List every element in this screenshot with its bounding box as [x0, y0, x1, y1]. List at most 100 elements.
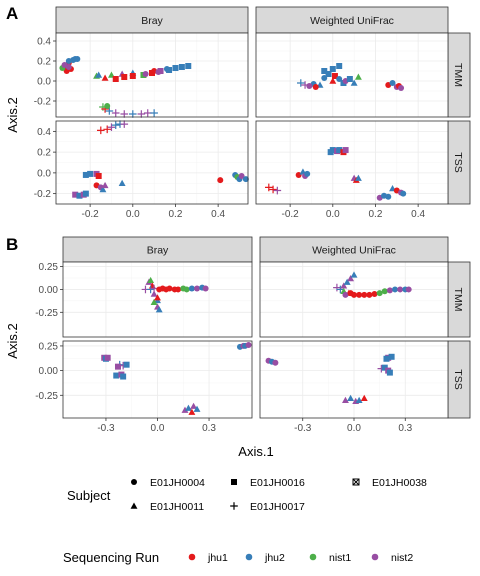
data-point-plus-nist2	[143, 109, 152, 117]
data-point-triangle-nist2	[342, 396, 349, 403]
data-point-triangle-nist1	[150, 298, 158, 306]
data-point-plus-nist2	[273, 186, 282, 195]
data-point-square-jhu2	[336, 63, 343, 69]
legend-key-jhu2	[245, 553, 253, 561]
legend-label-nist1: nist1	[329, 552, 351, 564]
legend-label-jhu2: jhu2	[264, 552, 285, 564]
row-strip-label-tss: TSS	[452, 152, 464, 172]
legend-marker-boxed-cross	[352, 478, 360, 486]
legend-run-title: Sequencing Run	[63, 550, 159, 565]
data-point-circle-jhu1	[217, 177, 224, 184]
data-point-circle-nist2	[194, 285, 201, 292]
legend-subject: Subject E01JH0004 E01JH0016 E01JH0038 E0…	[67, 477, 427, 513]
data-point-circle-jhu2	[392, 286, 399, 293]
data-point-circle-jhu2	[385, 193, 392, 200]
legend-label: E01JH0038	[372, 477, 427, 489]
data-point-triangle-jhu2	[354, 174, 362, 181]
panel-tag-a: A	[6, 4, 18, 23]
legend-item-e01jh0038: E01JH0038	[352, 477, 427, 489]
data-point-plus-jhu2	[146, 285, 155, 294]
legend-label: E01JH0004	[150, 477, 205, 489]
column-strip-label-weighted-unifrac: Weighted UniFrac	[310, 15, 394, 27]
y-tick-label: 0.0	[37, 77, 51, 88]
data-point-circle-jhu2	[389, 80, 396, 86]
data-point-circle-nist2	[245, 341, 252, 348]
x-tick-label: 0.2	[169, 209, 183, 220]
data-point-triangle-jhu2	[99, 186, 107, 193]
legend-marker-triangle	[130, 502, 138, 509]
panel-bray-tmm	[55, 32, 249, 118]
data-point-circle-nist2	[272, 359, 279, 366]
data-point-triangle-nist2	[340, 282, 348, 289]
legend-key-circle	[131, 479, 137, 485]
legend-key-square	[231, 479, 237, 485]
panel-bray-tss	[62, 340, 253, 419]
y-tick-label: 0.2	[37, 57, 51, 68]
data-point-triangle-jhu1	[154, 294, 161, 301]
data-point-plus-jhu2	[150, 109, 158, 117]
data-point-circle-jhu2	[400, 190, 407, 197]
legend-label-nist2: nist2	[391, 552, 413, 564]
data-point-plus-nist2	[137, 110, 146, 118]
data-point-triangle-nist2	[150, 290, 158, 297]
data-point-square-jhu2	[383, 355, 390, 362]
legend-label: E01JH0011	[150, 501, 204, 513]
data-point-circle-nist2	[65, 64, 72, 70]
y-tick-label: 0.25	[39, 262, 59, 273]
data-point-plus-nist2	[333, 283, 341, 292]
legend-item-e01jh0016: E01JH0016	[231, 477, 305, 489]
data-point-triangle-jhu2	[95, 71, 103, 78]
data-point-triangle-nist2	[347, 275, 355, 282]
legend-item-e01jh0004: E01JH0004	[131, 477, 205, 489]
row-strip-label-tmm: TMM	[452, 63, 464, 87]
column-strip-label-bray: Bray	[141, 15, 163, 27]
data-point-square-jhu2	[325, 71, 332, 77]
data-point-plus-nist2	[111, 109, 120, 117]
x-tick-label: -0.3	[97, 423, 115, 434]
data-point-triangle-jhu2	[155, 306, 163, 313]
data-point-square-nist2	[72, 191, 79, 198]
data-point-circle-nist2	[386, 287, 393, 294]
data-point-circle-jhu1	[166, 285, 173, 292]
x-tick-label: 0.0	[326, 209, 340, 220]
data-point-plus-jhu1	[265, 183, 273, 192]
data-point-square-jhu2	[329, 147, 336, 154]
data-point-triangle-nist2	[101, 181, 109, 189]
panel-bray-tss	[55, 120, 249, 205]
data-point-triangle-jhu2	[343, 278, 351, 285]
data-point-triangle-jhu2	[118, 179, 126, 187]
data-point-triangle-nist1	[147, 276, 155, 284]
x-tick-label: 0.4	[211, 209, 225, 220]
data-point-square-jhu2	[336, 147, 343, 154]
data-point-circle-nist1	[183, 286, 190, 293]
x-tick-label: 0.3	[398, 423, 412, 434]
data-point-square-jhu2	[329, 66, 336, 72]
data-point-circle-jhu1	[356, 291, 363, 298]
data-point-triangle-jhu1	[188, 408, 196, 415]
y-tick-label: -0.25	[35, 391, 58, 402]
data-point-square-jhu2	[381, 364, 388, 371]
legend-sequencing-run: Sequencing Run jhu1 jhu2 nist1 nist2	[63, 550, 413, 565]
legend-item-e01jh0011: E01JH0011	[130, 501, 204, 513]
column-strip	[259, 236, 449, 263]
data-point-square-jhu2	[82, 190, 89, 197]
column-strip-label-weighted-unifrac: Weighted UniFrac	[312, 244, 396, 256]
row-strip-label-tmm: TMM	[452, 288, 464, 312]
data-point-circle-nist2	[397, 286, 404, 293]
facet-panels: Bray Weighted UniFrac TMM TSS -0.2 0.0 0.2 0.4 -…	[34, 6, 471, 434]
legend-marker-circle	[131, 479, 137, 485]
data-point-circle-jhu2	[242, 176, 249, 183]
data-point-triangle-jhu2	[350, 79, 358, 86]
data-point-plus-jhu2	[129, 110, 137, 118]
data-point-circle-jhu2	[304, 170, 311, 177]
data-point-square-nist2	[104, 354, 111, 361]
data-point-square-jhu1	[121, 74, 128, 80]
data-point-plus-jhu2	[297, 79, 305, 87]
column-strip-label-bray: Bray	[147, 244, 169, 256]
legend-marker-plus	[230, 502, 238, 510]
data-point-circle-nist2	[202, 285, 209, 292]
section-b: Bray Weighted UniFrac TMM TSS -0.25 0.00 0.25 -…	[35, 236, 471, 434]
data-point-square-jhu2	[178, 64, 185, 70]
data-point-square-jhu2	[346, 76, 353, 82]
